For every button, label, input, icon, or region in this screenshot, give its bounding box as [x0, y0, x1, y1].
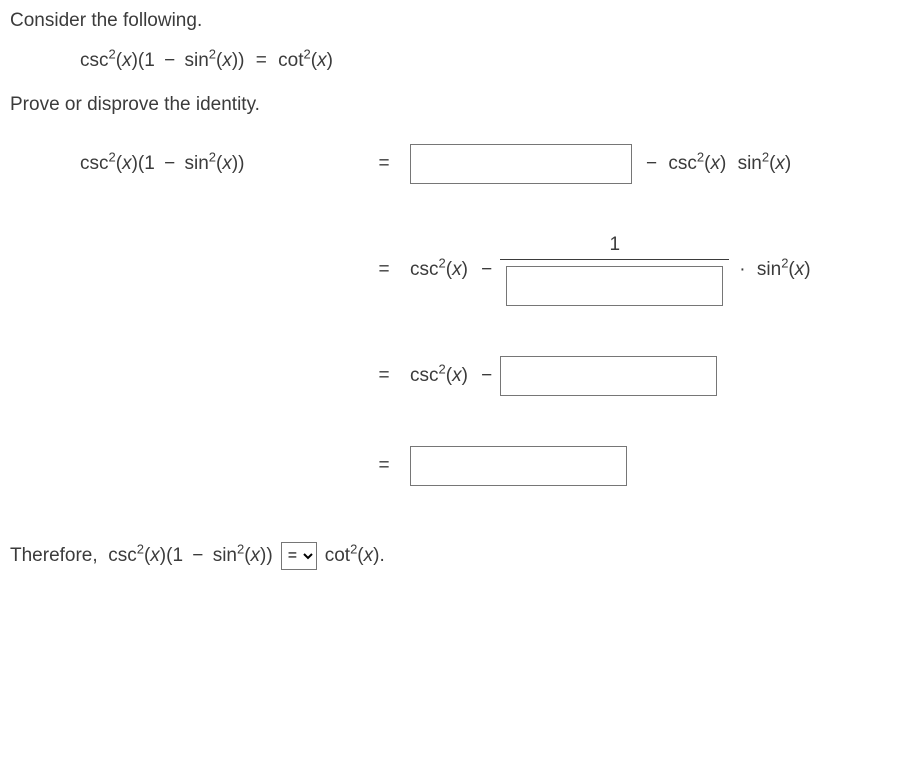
intro-text: Consider the following.	[10, 10, 906, 32]
step1-tail: − csc2(x) sin2(x)	[646, 153, 791, 175]
step-3: = csc2(x) −	[10, 356, 906, 396]
step2-input[interactable]	[506, 266, 723, 306]
x-token: x	[452, 365, 462, 386]
sq-token: 2	[209, 47, 216, 62]
minus-token: −	[646, 153, 657, 174]
x-token: x	[317, 50, 327, 71]
minus-token: −	[160, 153, 179, 174]
paren-close: )	[720, 153, 726, 174]
csc-token: csc	[410, 259, 439, 280]
paren-close: )	[266, 545, 272, 566]
paren-close: )	[804, 259, 810, 280]
sq-token: 2	[439, 256, 446, 271]
x-token: x	[222, 50, 232, 71]
paren-close: )	[327, 50, 333, 71]
equals-token: =	[370, 365, 398, 387]
step-1: csc2(x)(1 − sin2(x)) = − csc2(x) sin2(x)	[10, 144, 906, 184]
step-2: = csc2(x) − 1 · sin2(x)	[10, 234, 906, 306]
equals-token: =	[370, 455, 398, 477]
x-token: x	[222, 153, 232, 174]
frac-numerator: 1	[603, 234, 626, 259]
prove-text: Prove or disprove the identity.	[10, 94, 906, 116]
period-token: .	[379, 545, 384, 567]
equals-token: =	[370, 259, 398, 281]
step-4: =	[10, 446, 906, 486]
sq-token: 2	[137, 541, 144, 556]
minus-token: −	[473, 259, 500, 280]
step3-input[interactable]	[500, 356, 717, 396]
csc-token: csc	[80, 153, 109, 174]
paren-close: )	[462, 259, 468, 280]
x-token: x	[710, 153, 720, 174]
sq-token: 2	[304, 47, 311, 62]
x-token: x	[251, 545, 261, 566]
minus-token: −	[473, 365, 500, 386]
sin-token: sin	[184, 153, 208, 174]
sin-token: sin	[184, 50, 208, 71]
conclusion-lhs: csc2(x)(1 − sin2(x))	[108, 545, 272, 567]
sin-token: sin	[751, 259, 781, 280]
paren-close: )	[238, 153, 244, 174]
dot-token: ·	[739, 259, 745, 280]
conclusion-line: Therefore, csc2(x)(1 − sin2(x)) = ≠ cot2…	[10, 542, 906, 570]
csc-token: csc	[410, 365, 439, 386]
x-token: x	[452, 259, 462, 280]
relation-select[interactable]: = ≠	[281, 542, 317, 570]
csc-token: csc	[662, 153, 697, 174]
sq-token: 2	[109, 47, 116, 62]
equals-token: =	[370, 153, 398, 175]
conclusion-rhs: cot2(x)	[325, 545, 380, 567]
step3-before: csc2(x) −	[410, 365, 500, 387]
x-token: x	[364, 545, 374, 566]
equals-token: =	[250, 50, 273, 71]
sq-token: 2	[439, 361, 446, 376]
paren-close: )	[238, 50, 244, 71]
minus-token: −	[188, 545, 207, 566]
step1-lhs: csc2(x)(1 − sin2(x))	[80, 153, 370, 175]
one-token: 1	[144, 50, 155, 71]
sq-token: 2	[762, 150, 769, 165]
csc-token: csc	[80, 50, 109, 71]
step2-tail: · sin2(x)	[739, 259, 810, 281]
one-token: 1	[172, 545, 183, 566]
x-token: x	[122, 153, 132, 174]
step1-input[interactable]	[410, 144, 632, 184]
x-token: x	[775, 153, 785, 174]
csc-token: csc	[108, 545, 137, 566]
therefore-text: Therefore,	[10, 545, 108, 567]
identity-line: csc2(x)(1 − sin2(x)) = cot2(x)	[10, 50, 906, 72]
step4-input[interactable]	[410, 446, 627, 486]
sq-token: 2	[109, 150, 116, 165]
step2-fraction: 1	[500, 234, 729, 306]
cot-token: cot	[325, 545, 350, 566]
x-token: x	[150, 545, 160, 566]
paren-close: )	[462, 365, 468, 386]
step2-before: csc2(x) −	[410, 259, 500, 281]
paren-close: )	[785, 153, 791, 174]
minus-token: −	[160, 50, 179, 71]
cot-token: cot	[278, 50, 303, 71]
x-token: x	[122, 50, 132, 71]
one-token: 1	[144, 153, 155, 174]
sin-token: sin	[732, 153, 762, 174]
sin-token: sin	[213, 545, 237, 566]
sq-token: 2	[209, 150, 216, 165]
x-token: x	[795, 259, 805, 280]
